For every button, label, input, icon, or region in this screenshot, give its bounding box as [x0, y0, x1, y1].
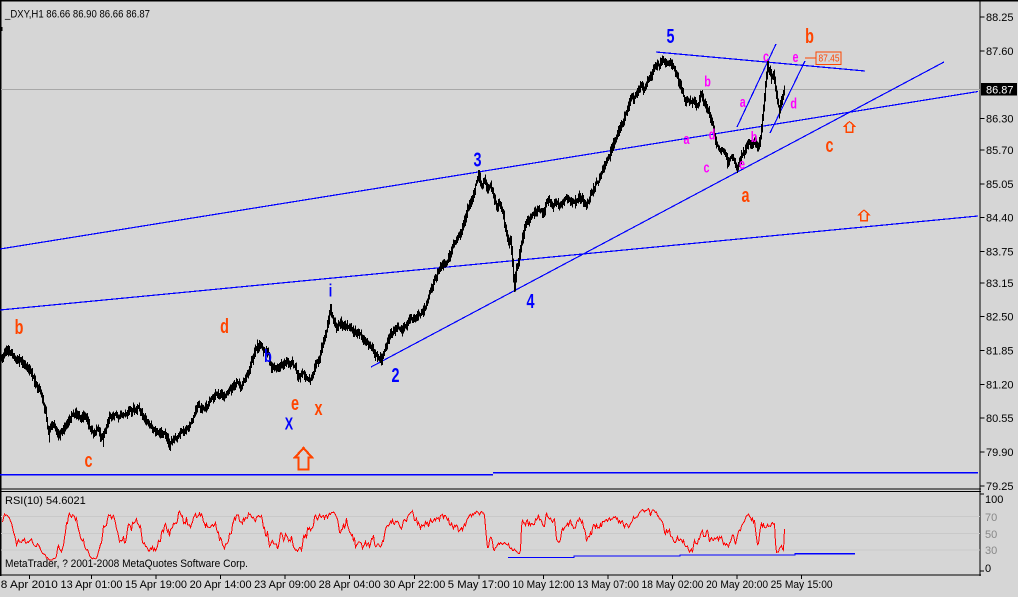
svg-text:5 May 17:00: 5 May 17:00	[448, 579, 510, 591]
svg-text:i: i	[329, 282, 332, 302]
svg-text:c: c	[825, 134, 833, 157]
svg-text:88.25: 88.25	[986, 12, 1014, 24]
svg-text:82.50: 82.50	[986, 312, 1014, 324]
svg-text:85.70: 85.70	[986, 145, 1014, 157]
svg-text:3: 3	[473, 148, 481, 171]
svg-text:81.85: 81.85	[986, 346, 1014, 358]
svg-text:79.25: 79.25	[986, 481, 1014, 493]
svg-text:13 Apr 01:00: 13 Apr 01:00	[61, 579, 123, 591]
svg-text:4: 4	[526, 290, 534, 313]
svg-text:b: b	[751, 128, 758, 145]
svg-text:x: x	[314, 397, 322, 420]
svg-text:10 May 12:00: 10 May 12:00	[512, 579, 574, 591]
svg-text:X: X	[285, 414, 294, 434]
svg-text:83.75: 83.75	[986, 247, 1014, 259]
svg-text:RSI(10) 54.6021: RSI(10) 54.6021	[5, 495, 86, 507]
svg-text:28 Apr 04:00: 28 Apr 04:00	[319, 579, 381, 591]
svg-text:a: a	[741, 184, 749, 207]
svg-text:23 Apr 09:00: 23 Apr 09:00	[254, 579, 316, 591]
svg-text:83.15: 83.15	[986, 278, 1014, 290]
svg-text:70: 70	[985, 512, 997, 524]
svg-text:d: d	[790, 95, 797, 112]
svg-text:86.87: 86.87	[986, 85, 1014, 97]
svg-text:e: e	[291, 392, 299, 415]
svg-text:81.20: 81.20	[986, 379, 1014, 391]
svg-text:MetaTrader, ? 2001-2008 MetaQu: MetaTrader, ? 2001-2008 MetaQuotes Softw…	[5, 558, 248, 570]
svg-text:86.30: 86.30	[986, 114, 1014, 126]
svg-text:_DXY,H1 86.66 86.90 86.66 86.: _DXY,H1 86.66 86.90 86.66 86.87	[4, 9, 150, 21]
svg-text:d: d	[709, 126, 716, 143]
svg-text:b: b	[15, 316, 24, 339]
svg-text:50: 50	[985, 529, 997, 541]
svg-text:c: c	[763, 48, 769, 65]
svg-text:a: a	[683, 130, 690, 147]
svg-text:18 May 02:00: 18 May 02:00	[642, 579, 704, 591]
svg-text:20 May 20:00: 20 May 20:00	[706, 579, 768, 591]
svg-text:87.45: 87.45	[819, 54, 840, 65]
svg-text:a: a	[740, 93, 747, 110]
svg-text:5: 5	[666, 25, 674, 48]
svg-text:d: d	[220, 315, 229, 338]
svg-text:87.60: 87.60	[986, 46, 1014, 58]
svg-text:b: b	[264, 347, 272, 367]
svg-text:e: e	[792, 48, 798, 65]
svg-text:84.40: 84.40	[986, 213, 1014, 225]
svg-text:2: 2	[391, 364, 399, 387]
svg-text:100: 100	[985, 494, 1003, 506]
svg-text:80.55: 80.55	[986, 413, 1014, 425]
svg-text:e: e	[739, 155, 745, 172]
svg-text:30 Apr 22:00: 30 Apr 22:00	[383, 579, 445, 591]
svg-text:20 Apr 14:00: 20 Apr 14:00	[190, 579, 252, 591]
svg-text:15 Apr 19:00: 15 Apr 19:00	[125, 579, 187, 591]
svg-text:25 May 15:00: 25 May 15:00	[771, 579, 833, 591]
svg-text:79.90: 79.90	[986, 447, 1014, 459]
svg-text:c: c	[703, 159, 709, 176]
svg-text:8 Apr 2010: 8 Apr 2010	[1, 579, 58, 591]
svg-text:0: 0	[985, 563, 991, 575]
svg-text:b: b	[704, 73, 711, 90]
svg-text:b: b	[805, 25, 814, 48]
svg-text:30: 30	[985, 545, 997, 557]
svg-text:c: c	[84, 449, 92, 472]
svg-text:85.05: 85.05	[986, 179, 1014, 191]
svg-text:13 May 07:00: 13 May 07:00	[577, 579, 639, 591]
